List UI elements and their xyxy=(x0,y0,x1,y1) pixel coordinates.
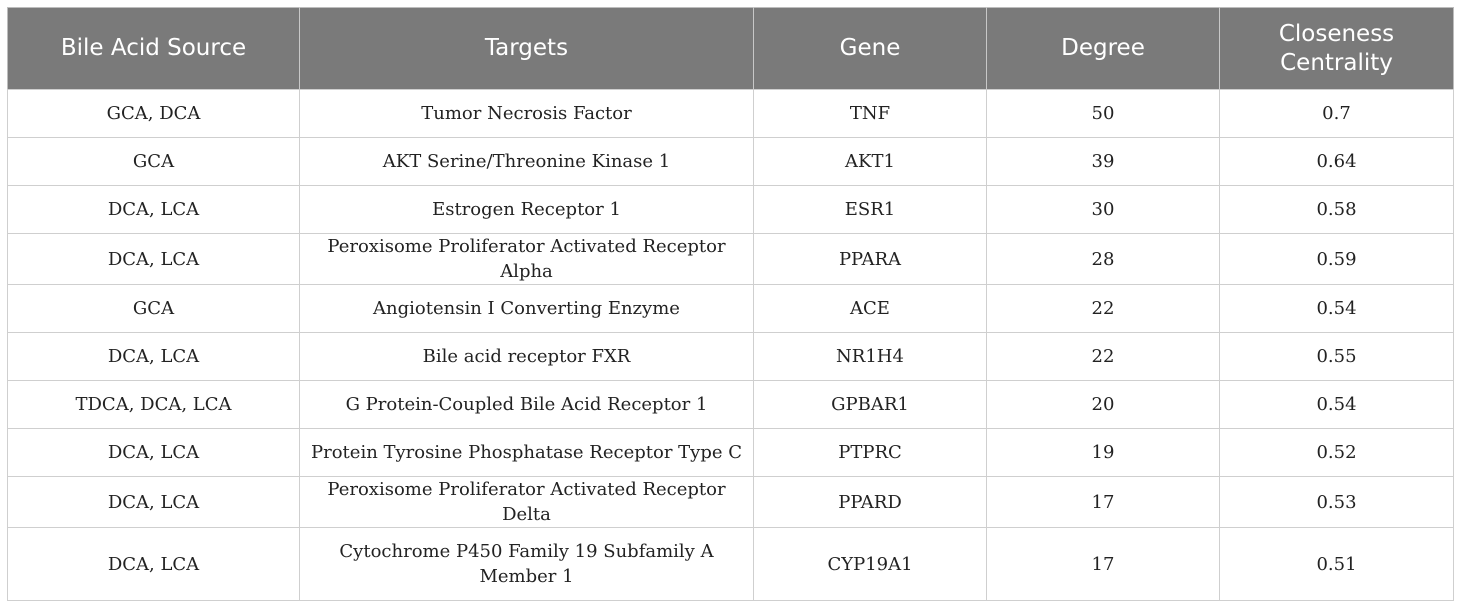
cell-gene: PPARA xyxy=(753,233,987,285)
cell-bile-acid-source: DCA, LCA xyxy=(7,527,300,601)
data-table: Bile Acid Source Targets Gene Degree Clo… xyxy=(7,7,1454,601)
table-row: TDCA, DCA, LCA G Protein-Coupled Bile Ac… xyxy=(7,380,1454,429)
cell-degree: 19 xyxy=(986,428,1220,477)
cell-closeness: 0.51 xyxy=(1219,527,1454,601)
cell-closeness: 0.55 xyxy=(1219,332,1454,381)
table-row: DCA, LCA Protein Tyrosine Phosphatase Re… xyxy=(7,428,1454,477)
header-row: Bile Acid Source Targets Gene Degree Clo… xyxy=(7,7,1454,90)
table-container: Bile Acid Source Targets Gene Degree Clo… xyxy=(7,7,1454,601)
cell-target: Bile acid receptor FXR xyxy=(299,332,754,381)
cell-target: Peroxisome Proliferator Activated Recept… xyxy=(299,476,754,528)
cell-closeness: 0.64 xyxy=(1219,137,1454,186)
cell-bile-acid-source: GCA xyxy=(7,137,300,186)
cell-closeness: 0.59 xyxy=(1219,233,1454,285)
cell-closeness: 0.54 xyxy=(1219,284,1454,333)
cell-gene: ESR1 xyxy=(753,185,987,234)
cell-degree: 39 xyxy=(986,137,1220,186)
table-body: GCA, DCA Tumor Necrosis Factor TNF 50 0.… xyxy=(7,89,1454,601)
header-closeness-centrality: Closeness Centrality xyxy=(1219,7,1454,90)
cell-closeness: 0.7 xyxy=(1219,89,1454,138)
cell-gene: PTPRC xyxy=(753,428,987,477)
cell-gene: GPBAR1 xyxy=(753,380,987,429)
cell-target: AKT Serine/Threonine Kinase 1 xyxy=(299,137,754,186)
cell-bile-acid-source: DCA, LCA xyxy=(7,428,300,477)
cell-target: Tumor Necrosis Factor xyxy=(299,89,754,138)
cell-target: Protein Tyrosine Phosphatase Receptor Ty… xyxy=(299,428,754,477)
cell-degree: 22 xyxy=(986,332,1220,381)
table-row: DCA, LCA Bile acid receptor FXR NR1H4 22… xyxy=(7,332,1454,381)
header-degree: Degree xyxy=(986,7,1220,90)
cell-degree: 20 xyxy=(986,380,1220,429)
table-row: GCA Angiotensin I Converting Enzyme ACE … xyxy=(7,284,1454,333)
cell-closeness: 0.53 xyxy=(1219,476,1454,528)
cell-degree: 17 xyxy=(986,476,1220,528)
cell-gene: AKT1 xyxy=(753,137,987,186)
cell-degree: 28 xyxy=(986,233,1220,285)
cell-gene: NR1H4 xyxy=(753,332,987,381)
cell-degree: 22 xyxy=(986,284,1220,333)
cell-target: Estrogen Receptor 1 xyxy=(299,185,754,234)
header-bile-acid-source: Bile Acid Source xyxy=(7,7,300,90)
header-targets: Targets xyxy=(299,7,754,90)
cell-closeness: 0.54 xyxy=(1219,380,1454,429)
cell-target: Cytochrome P450 Family 19 Subfamily A Me… xyxy=(299,527,754,601)
table-row: DCA, LCA Peroxisome Proliferator Activat… xyxy=(7,233,1454,285)
cell-bile-acid-source: DCA, LCA xyxy=(7,185,300,234)
cell-bile-acid-source: TDCA, DCA, LCA xyxy=(7,380,300,429)
cell-target: G Protein-Coupled Bile Acid Receptor 1 xyxy=(299,380,754,429)
cell-bile-acid-source: DCA, LCA xyxy=(7,476,300,528)
cell-closeness: 0.52 xyxy=(1219,428,1454,477)
table-row: DCA, LCA Estrogen Receptor 1 ESR1 30 0.5… xyxy=(7,185,1454,234)
cell-degree: 30 xyxy=(986,185,1220,234)
cell-target: Angiotensin I Converting Enzyme xyxy=(299,284,754,333)
cell-gene: ACE xyxy=(753,284,987,333)
cell-degree: 17 xyxy=(986,527,1220,601)
table-row: DCA, LCA Cytochrome P450 Family 19 Subfa… xyxy=(7,527,1454,601)
cell-bile-acid-source: DCA, LCA xyxy=(7,233,300,285)
cell-degree: 50 xyxy=(986,89,1220,138)
cell-bile-acid-source: GCA, DCA xyxy=(7,89,300,138)
cell-target: Peroxisome Proliferator Activated Recept… xyxy=(299,233,754,285)
cell-bile-acid-source: GCA xyxy=(7,284,300,333)
cell-gene: PPARD xyxy=(753,476,987,528)
table-row: GCA AKT Serine/Threonine Kinase 1 AKT1 3… xyxy=(7,137,1454,186)
table-row: GCA, DCA Tumor Necrosis Factor TNF 50 0.… xyxy=(7,89,1454,138)
cell-closeness: 0.58 xyxy=(1219,185,1454,234)
cell-gene: TNF xyxy=(753,89,987,138)
header-gene: Gene xyxy=(753,7,987,90)
cell-bile-acid-source: DCA, LCA xyxy=(7,332,300,381)
table-row: DCA, LCA Peroxisome Proliferator Activat… xyxy=(7,476,1454,528)
table-header: Bile Acid Source Targets Gene Degree Clo… xyxy=(7,7,1454,90)
cell-gene: CYP19A1 xyxy=(753,527,987,601)
